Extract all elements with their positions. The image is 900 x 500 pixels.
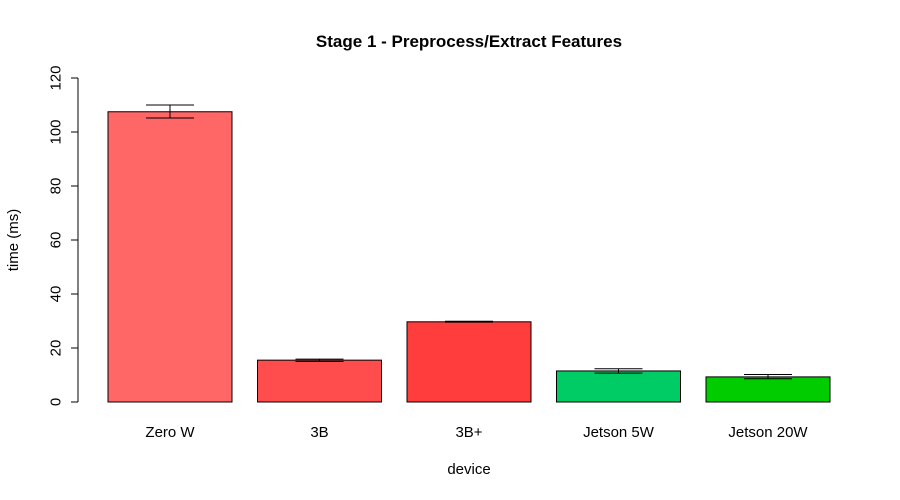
x-tick-labels: Zero W 3B 3B+ Jetson 5W Jetson 20W xyxy=(145,424,808,441)
y-tick-label: 80 xyxy=(48,178,65,195)
error-bar xyxy=(594,368,643,374)
x-axis-label: device xyxy=(447,461,490,478)
y-tick-label: 20 xyxy=(48,340,65,357)
chart-title: Stage 1 - Preprocess/Extract Features xyxy=(316,32,622,51)
error-bar xyxy=(295,358,344,362)
y-tick-label: 60 xyxy=(48,232,65,249)
y-tick-label: 0 xyxy=(48,398,65,406)
y-axis-label: time (ms) xyxy=(5,209,22,272)
error-bar xyxy=(146,104,194,119)
x-tick-label: 3B xyxy=(310,424,328,441)
x-tick-label: 3B+ xyxy=(455,424,482,441)
x-tick-label: Zero W xyxy=(145,424,195,441)
bar-jetson-20w xyxy=(705,376,831,403)
bar-3b- xyxy=(406,321,532,403)
x-tick-label: Jetson 5W xyxy=(583,424,655,441)
bar-3b xyxy=(257,359,382,403)
error-bar xyxy=(744,373,792,380)
y-tick-label: 100 xyxy=(48,119,65,144)
y-axis: 0 20 40 60 80 100 120 xyxy=(48,65,79,406)
bars-group xyxy=(107,104,831,403)
error-bar xyxy=(445,320,493,323)
y-tick-label: 120 xyxy=(48,65,65,90)
bar-jetson-5w xyxy=(556,370,681,403)
y-tick-label: 40 xyxy=(48,286,65,303)
bar-zero-w xyxy=(107,111,233,403)
x-tick-label: Jetson 20W xyxy=(728,424,808,441)
